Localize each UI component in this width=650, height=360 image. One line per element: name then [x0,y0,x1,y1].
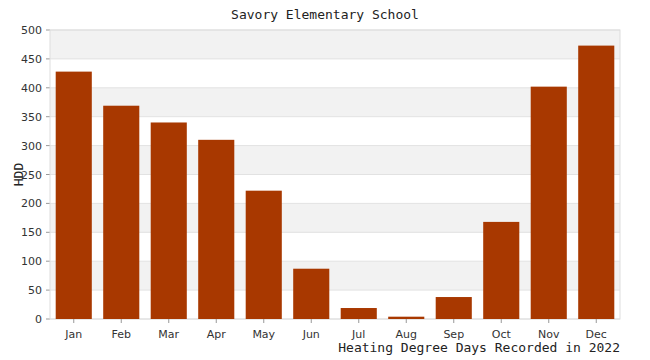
y-tick-label: 100 [21,255,42,268]
x-tick [596,319,597,323]
bar [246,191,282,319]
plot-background [50,30,620,319]
bars [56,46,615,319]
bar [56,72,92,319]
x-tick [263,319,264,323]
bar [198,140,234,319]
grid-band [50,30,620,59]
y-tick-label: 500 [21,24,42,37]
x-tick [73,319,74,323]
y-tick-label: 400 [21,82,42,95]
y-tick-label: 200 [21,197,42,210]
y-tick [46,232,50,233]
page: {"chart_data": {"type": "bar", "title": … [0,0,650,360]
y-tick [46,87,50,88]
y-axis-label: HDD [11,163,26,187]
x-tick [501,319,502,323]
chart-svg: 050100150200250300350400450500JanFebMarA… [0,0,650,360]
y-tick [46,174,50,175]
y-tick-label: 450 [21,53,42,66]
x-tick-label: May [252,328,275,341]
y-tick [46,261,50,262]
x-tick-label: Jun [302,328,320,341]
x-tick [121,319,122,323]
y-tick-label: 0 [35,313,42,326]
x-axis-label: Heating Degree Days Recorded in 2022 [338,340,620,355]
x-tick-label: Apr [207,328,227,341]
y-tick-label: 150 [21,226,42,239]
y-tick [46,58,50,59]
x-tick-label: Jan [64,328,82,341]
bar [531,87,567,319]
grid-line [50,58,620,59]
y-tick [46,290,50,291]
bar [341,308,377,319]
bar [103,106,139,319]
y-tick-label: 350 [21,111,42,124]
y-tick-label: 50 [28,284,42,297]
x-tick-label: Feb [112,328,131,341]
bar [151,122,187,319]
x-tick [453,319,454,323]
y-tick [46,145,50,146]
chart-container: 050100150200250300350400450500JanFebMarA… [0,0,650,360]
bar [436,297,472,319]
x-tick [311,319,312,323]
y-tick-label: 300 [21,140,42,153]
x-tick-label: Mar [158,328,179,341]
y-tick [46,116,50,117]
chart-title: Savory Elementary School [231,7,419,22]
x-tick [406,319,407,323]
bar [388,317,424,319]
x-tick [168,319,169,323]
x-tick [548,319,549,323]
y-tick [46,30,50,31]
bar [483,222,519,319]
y-tick [46,203,50,204]
x-tick [216,319,217,323]
x-tick [358,319,359,323]
plot-frame [50,30,620,319]
bar [293,269,329,319]
y-tick [46,319,50,320]
bar [578,46,614,319]
